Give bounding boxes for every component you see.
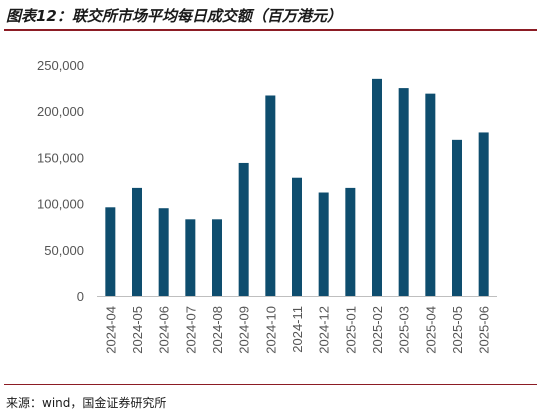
y-tick-label: 0 (77, 289, 84, 304)
x-tick-label: 2024-11 (290, 306, 305, 353)
chart-title: 图表12：联交所市场平均每日成交额（百万港元） (6, 7, 342, 25)
x-tick-label: 2025-03 (397, 306, 412, 354)
y-tick-label: 200,000 (37, 104, 84, 119)
y-tick-label: 250,000 (37, 58, 84, 73)
title-divider (4, 29, 537, 31)
x-tick-label: 2024-10 (263, 306, 278, 354)
bar (132, 187, 142, 296)
y-tick-label: 150,000 (37, 150, 84, 165)
bar (212, 219, 222, 296)
x-tick-label: 2024-07 (183, 306, 198, 354)
x-tick-label: 2025-01 (343, 306, 358, 354)
x-tick-label: 2024-06 (157, 306, 172, 354)
x-tick-label: 2025-04 (423, 306, 438, 354)
x-tick-label: 2025-05 (450, 306, 465, 354)
y-tick-label: 100,000 (37, 197, 84, 212)
x-tick-label: 2024-12 (317, 306, 332, 354)
bar (478, 132, 489, 296)
bar (105, 207, 116, 296)
x-axis-ticks: 2024-04 2024-05 2024-06 2024-07 2024-08 2024-… (103, 306, 491, 354)
bar (265, 95, 276, 296)
bar (238, 162, 249, 296)
bar-chart: 0 50,000 100,000 150,000 200,000 250,000 2024… (37, 58, 497, 354)
y-axis-ticks: 0 50,000 100,000 150,000 200,000 250,000 (37, 58, 84, 304)
x-tick-label: 2024-08 (210, 306, 225, 354)
x-tick-label: 2024-04 (103, 306, 118, 354)
bar (185, 219, 196, 296)
x-tick-label: 2025-02 (370, 306, 385, 354)
x-tick-label: 2025-06 (477, 306, 492, 354)
footer-divider (4, 384, 537, 385)
bar (452, 139, 462, 296)
x-tick-label: 2024-05 (130, 306, 145, 354)
bar (292, 177, 302, 296)
bar (425, 93, 436, 296)
bar (345, 187, 356, 296)
y-tick-label: 50,000 (44, 243, 84, 258)
bar (398, 88, 409, 296)
source-note: 来源：wind，国金证券研究所 (6, 396, 167, 410)
bar (158, 208, 169, 296)
bar (372, 78, 382, 296)
bar (318, 192, 329, 296)
x-tick-label: 2024-09 (237, 306, 252, 354)
bar-series (105, 78, 489, 296)
